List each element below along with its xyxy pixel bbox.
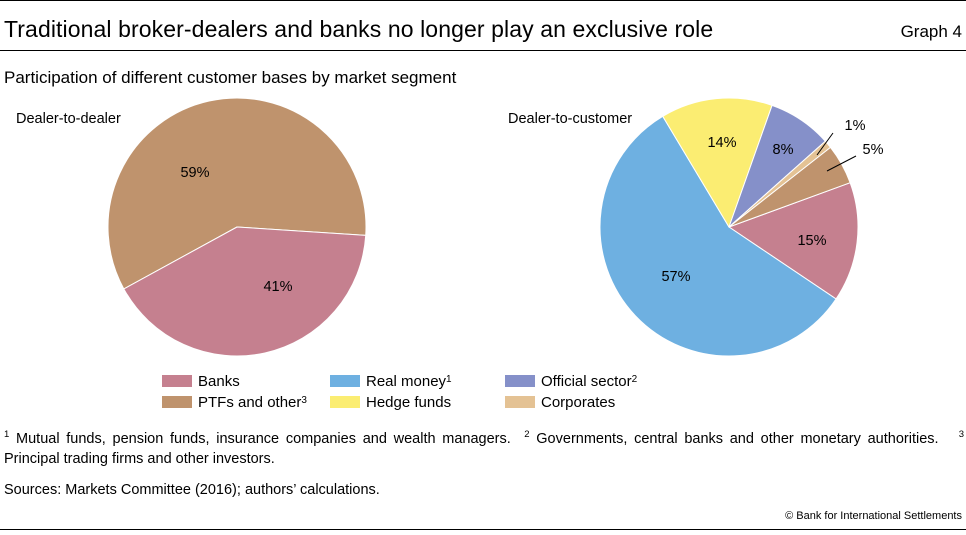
legend-note-ptfs: 3: [301, 394, 307, 406]
legend-note-official-sector: 2: [631, 373, 638, 385]
footnote-3-mark: 3: [958, 429, 965, 440]
chart-subtitle: Participation of different customer base…: [4, 68, 457, 87]
legend-label-ptfs: PTFs and other: [198, 393, 302, 411]
leader-line-corporates: [816, 132, 834, 156]
legend-label-banks: Banks: [198, 372, 240, 390]
legend-label-official-sector: Official sector: [541, 372, 632, 390]
sources-note: Sources: Markets Committee (2016); autho…: [4, 482, 380, 498]
legend-item-banks: Banks: [162, 372, 240, 390]
slice-label-banks: 41%: [263, 279, 292, 295]
pie-slice-real-money: [599, 115, 837, 357]
legend-label-real-money: Real money: [366, 372, 447, 390]
legend-swatch-ptfs: [162, 396, 192, 408]
slice-label-hedge-funds: 14%: [707, 135, 736, 151]
slice-label-real-money: 57%: [661, 269, 690, 285]
pie-slice-ptfs: [728, 146, 851, 228]
pie-slice-ptfs: [107, 97, 367, 290]
legend-item-official-sector: Official sector 2: [505, 372, 637, 390]
legend-item-corporates: Corporates: [505, 393, 615, 411]
legend-swatch-banks: [162, 375, 192, 387]
chart-title: Traditional broker-dealers and banks no …: [4, 16, 714, 42]
dealer-to-dealer-title: Dealer-to-dealer: [16, 111, 121, 127]
pie-slice-banks: [123, 226, 367, 357]
pie-slice-banks: [727, 182, 859, 300]
slice-label-banks: 15%: [797, 233, 826, 249]
legend-swatch-hedge-funds: [330, 396, 360, 408]
footnote-1-text: Mutual funds, pension funds, insurance c…: [16, 431, 511, 447]
slice-label-ptfs: 5%: [863, 142, 884, 158]
footnote-2-mark: 2: [524, 429, 530, 440]
footnotes: 1 Mutual funds, pension funds, insurance…: [4, 425, 964, 469]
slice-label-official-sector: 8%: [773, 142, 794, 158]
legend-note-real-money: 1: [446, 373, 452, 385]
leader-line-ptfs: [826, 155, 857, 172]
legend-label-hedge-funds: Hedge funds: [366, 393, 452, 411]
title-rule: [0, 50, 966, 51]
legend-item-real-money: Real money 1: [330, 372, 452, 390]
legend-label-corporates: Corporates: [541, 393, 616, 411]
graph-number: Graph 4: [900, 22, 962, 41]
copyright: © Bank for International Settlements: [785, 510, 962, 522]
legend-swatch-real-money: [330, 375, 360, 387]
slice-label-ptfs: 59%: [180, 165, 209, 181]
dealer-to-dealer-chart: Dealer-to-dealer 59% 41%: [16, 97, 367, 357]
footnote-3-text: Principal trading firms and other invest…: [4, 451, 275, 467]
legend-item-hedge-funds: Hedge funds: [330, 393, 451, 411]
footnote-2-text: Governments, central banks and other mon…: [536, 431, 939, 447]
top-rule: [0, 0, 966, 1]
legend-swatch-corporates: [505, 396, 535, 408]
bottom-rule: [0, 529, 966, 530]
dealer-to-customer-title: Dealer-to-customer: [508, 111, 632, 127]
footnote-1-mark: 1: [4, 429, 10, 440]
legend-item-ptfs: PTFs and other 3: [162, 393, 307, 411]
legend-swatch-official-sector: [505, 375, 535, 387]
pie-slice-hedge-funds: [662, 97, 773, 229]
pie-charts: Dealer-to-dealer 59% 41% Dealer-to-custom…: [16, 97, 884, 357]
dealer-to-customer-chart: Dealer-to-customer 15% 57% 14% 8% 1% 5%: [508, 97, 884, 357]
slice-label-corporates: 1%: [845, 118, 866, 134]
